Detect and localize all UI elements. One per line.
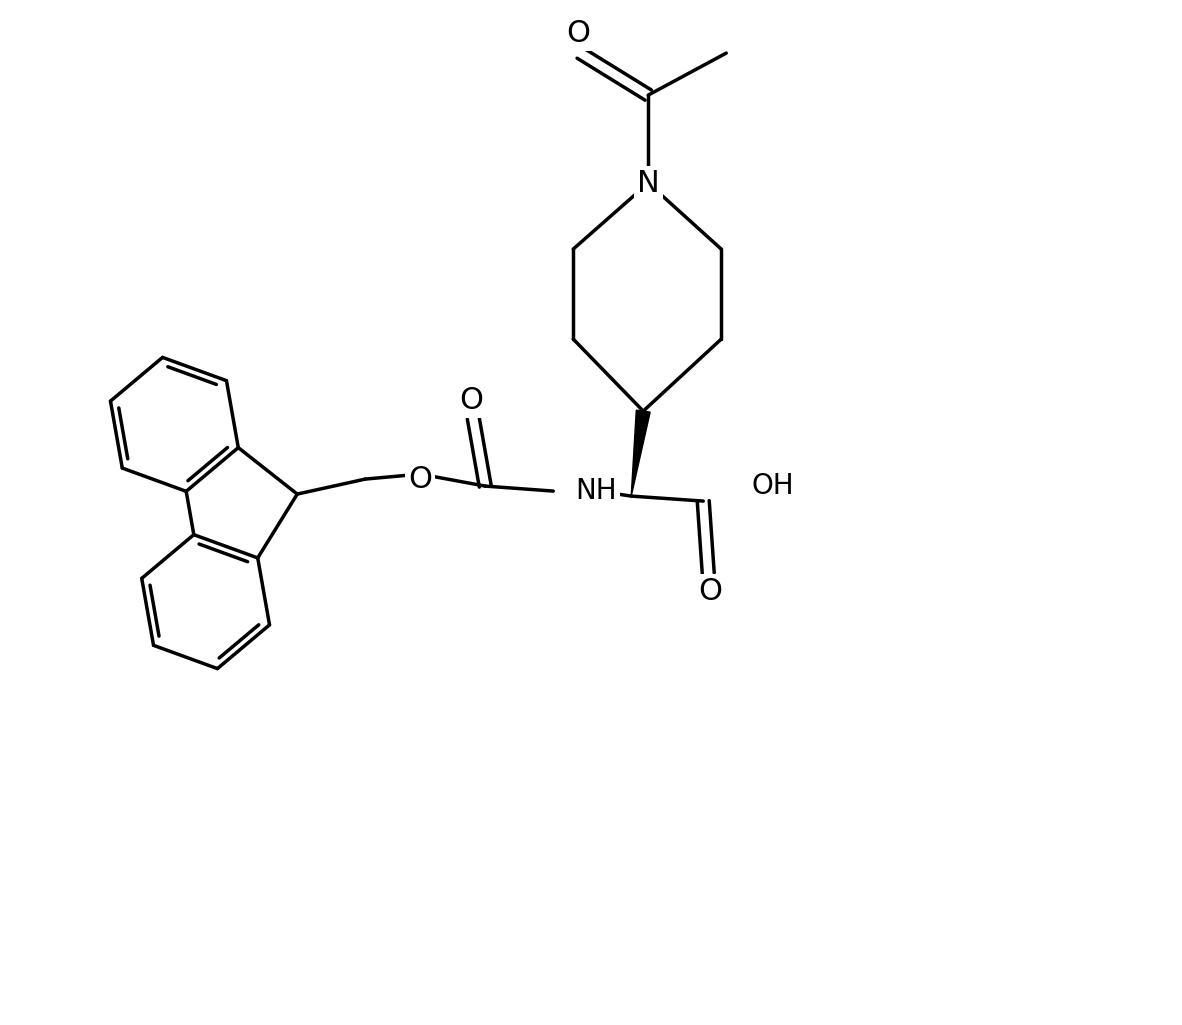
Text: O: O (408, 464, 433, 494)
Text: N: N (637, 168, 660, 198)
Text: NH: NH (576, 477, 617, 505)
Text: O: O (566, 18, 590, 47)
Text: O: O (460, 385, 483, 414)
Polygon shape (631, 410, 650, 496)
Text: O: O (699, 577, 722, 606)
Text: OH: OH (752, 473, 794, 500)
